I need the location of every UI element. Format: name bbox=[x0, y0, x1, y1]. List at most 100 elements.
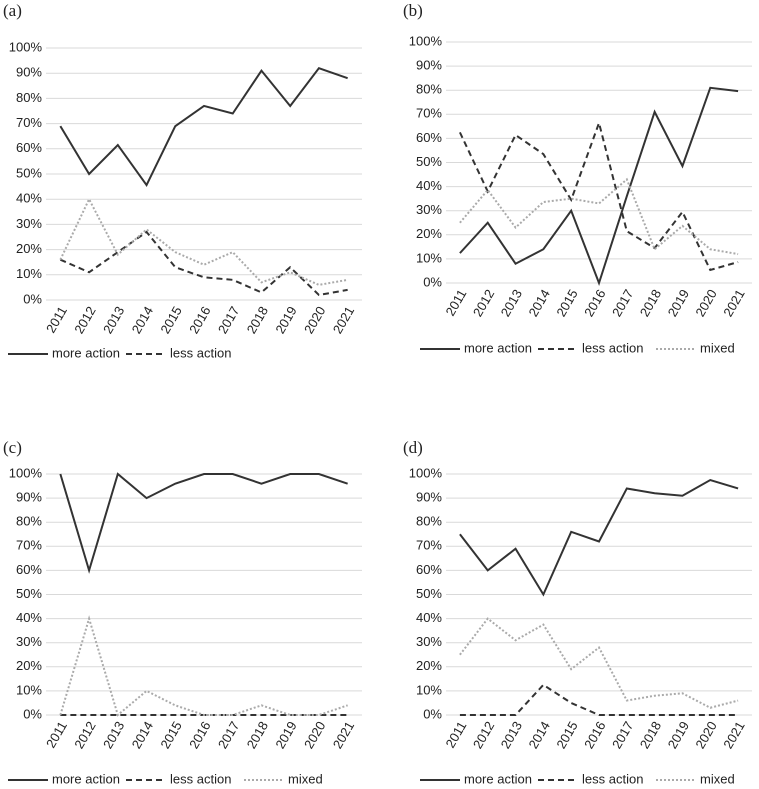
series-line bbox=[459, 683, 739, 716]
legend-label: less action bbox=[582, 771, 643, 786]
x-tick-label: 2020 bbox=[301, 304, 328, 337]
series-line bbox=[459, 177, 739, 256]
series-line bbox=[459, 86, 739, 287]
y-tick-label: 20% bbox=[16, 241, 42, 256]
panel-title: (b) bbox=[403, 1, 423, 20]
y-tick-label: 50% bbox=[16, 586, 42, 601]
x-tick-label: 2017 bbox=[609, 287, 636, 320]
series-line bbox=[59, 472, 348, 574]
legend-label: more action bbox=[464, 771, 532, 786]
y-tick-label: 30% bbox=[16, 216, 42, 231]
y-tick-label: 10% bbox=[16, 266, 42, 281]
legend-label: mixed bbox=[700, 340, 735, 355]
y-tick-label: 90% bbox=[16, 490, 42, 505]
series-line bbox=[59, 230, 348, 297]
legend-label: more action bbox=[52, 771, 120, 786]
y-tick-label: 90% bbox=[16, 65, 42, 80]
x-tick-label: 2021 bbox=[720, 287, 747, 320]
x-tick-label: 2021 bbox=[330, 304, 357, 337]
legend-label: mixed bbox=[288, 771, 323, 786]
y-tick-label: 0% bbox=[423, 706, 442, 721]
legend-label: more action bbox=[464, 340, 532, 355]
y-tick-label: 90% bbox=[416, 490, 442, 505]
x-tick-label: 2019 bbox=[272, 719, 299, 752]
x-tick-label: 2014 bbox=[525, 719, 552, 752]
panel-title: (d) bbox=[403, 438, 423, 457]
x-tick-label: 2017 bbox=[609, 719, 636, 752]
x-tick-label: 2011 bbox=[43, 304, 70, 336]
x-tick-label: 2018 bbox=[244, 304, 271, 337]
y-tick-label: 30% bbox=[416, 634, 442, 649]
series-line bbox=[59, 66, 348, 188]
x-tick-label: 2016 bbox=[581, 287, 608, 320]
panel-title: (a) bbox=[3, 1, 22, 20]
legend-label: less action bbox=[170, 771, 231, 786]
y-tick-label: 100% bbox=[409, 465, 443, 480]
x-tick-label: 2012 bbox=[71, 304, 98, 337]
y-tick-label: 60% bbox=[416, 130, 442, 145]
y-tick-label: 40% bbox=[16, 191, 42, 206]
panel-title: (c) bbox=[3, 438, 22, 457]
series-line bbox=[459, 478, 739, 597]
legend-label: more action bbox=[52, 345, 120, 360]
x-tick-label: 2020 bbox=[301, 719, 328, 752]
y-tick-label: 90% bbox=[416, 58, 442, 73]
x-tick-label: 2018 bbox=[637, 719, 664, 752]
y-tick-label: 80% bbox=[416, 82, 442, 97]
y-tick-label: 40% bbox=[416, 178, 442, 193]
x-tick-label: 2019 bbox=[272, 304, 299, 337]
y-tick-label: 50% bbox=[16, 165, 42, 180]
x-tick-label: 2021 bbox=[720, 719, 747, 752]
x-tick-label: 2018 bbox=[637, 287, 664, 320]
x-tick-label: 2011 bbox=[43, 719, 70, 751]
y-tick-label: 60% bbox=[16, 562, 42, 577]
legend-label: mixed bbox=[700, 771, 735, 786]
x-tick-label: 2015 bbox=[157, 304, 184, 337]
y-tick-label: 0% bbox=[23, 291, 42, 306]
y-tick-label: 10% bbox=[416, 250, 442, 265]
series-line bbox=[59, 196, 348, 286]
y-tick-label: 40% bbox=[416, 610, 442, 625]
y-tick-label: 80% bbox=[16, 90, 42, 105]
x-tick-label: 2011 bbox=[443, 719, 470, 751]
y-tick-label: 50% bbox=[416, 154, 442, 169]
x-tick-label: 2019 bbox=[665, 287, 692, 320]
x-tick-label: 2013 bbox=[100, 719, 127, 752]
y-tick-label: 70% bbox=[16, 115, 42, 130]
y-tick-label: 70% bbox=[416, 538, 442, 553]
x-tick-label: 2015 bbox=[157, 719, 184, 752]
legend-label: less action bbox=[170, 345, 231, 360]
y-tick-label: 100% bbox=[9, 39, 43, 54]
y-tick-label: 10% bbox=[416, 682, 442, 697]
y-tick-label: 40% bbox=[16, 610, 42, 625]
x-tick-label: 2013 bbox=[100, 304, 127, 337]
x-tick-label: 2016 bbox=[581, 719, 608, 752]
x-tick-label: 2013 bbox=[498, 719, 525, 752]
series-line bbox=[459, 617, 739, 709]
y-tick-label: 20% bbox=[416, 226, 442, 241]
y-tick-label: 50% bbox=[416, 586, 442, 601]
x-tick-label: 2012 bbox=[470, 719, 497, 752]
x-tick-label: 2012 bbox=[71, 719, 98, 752]
y-tick-label: 80% bbox=[416, 514, 442, 529]
y-tick-label: 0% bbox=[423, 274, 442, 289]
series-line bbox=[459, 119, 739, 272]
y-tick-label: 0% bbox=[23, 706, 42, 721]
x-tick-label: 2017 bbox=[215, 719, 242, 752]
x-tick-label: 2014 bbox=[129, 719, 156, 752]
x-tick-label: 2020 bbox=[692, 719, 719, 752]
y-tick-label: 100% bbox=[409, 33, 443, 48]
y-tick-label: 30% bbox=[416, 202, 442, 217]
x-tick-label: 2012 bbox=[470, 287, 497, 320]
x-tick-label: 2016 bbox=[186, 719, 213, 752]
x-tick-label: 2020 bbox=[692, 287, 719, 320]
x-tick-label: 2015 bbox=[553, 287, 580, 320]
x-tick-label: 2011 bbox=[443, 287, 470, 319]
x-tick-label: 2015 bbox=[553, 719, 580, 752]
x-tick-label: 2014 bbox=[129, 304, 156, 337]
y-tick-label: 20% bbox=[16, 658, 42, 673]
y-tick-label: 60% bbox=[416, 562, 442, 577]
y-tick-label: 20% bbox=[416, 658, 442, 673]
legend-label: less action bbox=[582, 340, 643, 355]
